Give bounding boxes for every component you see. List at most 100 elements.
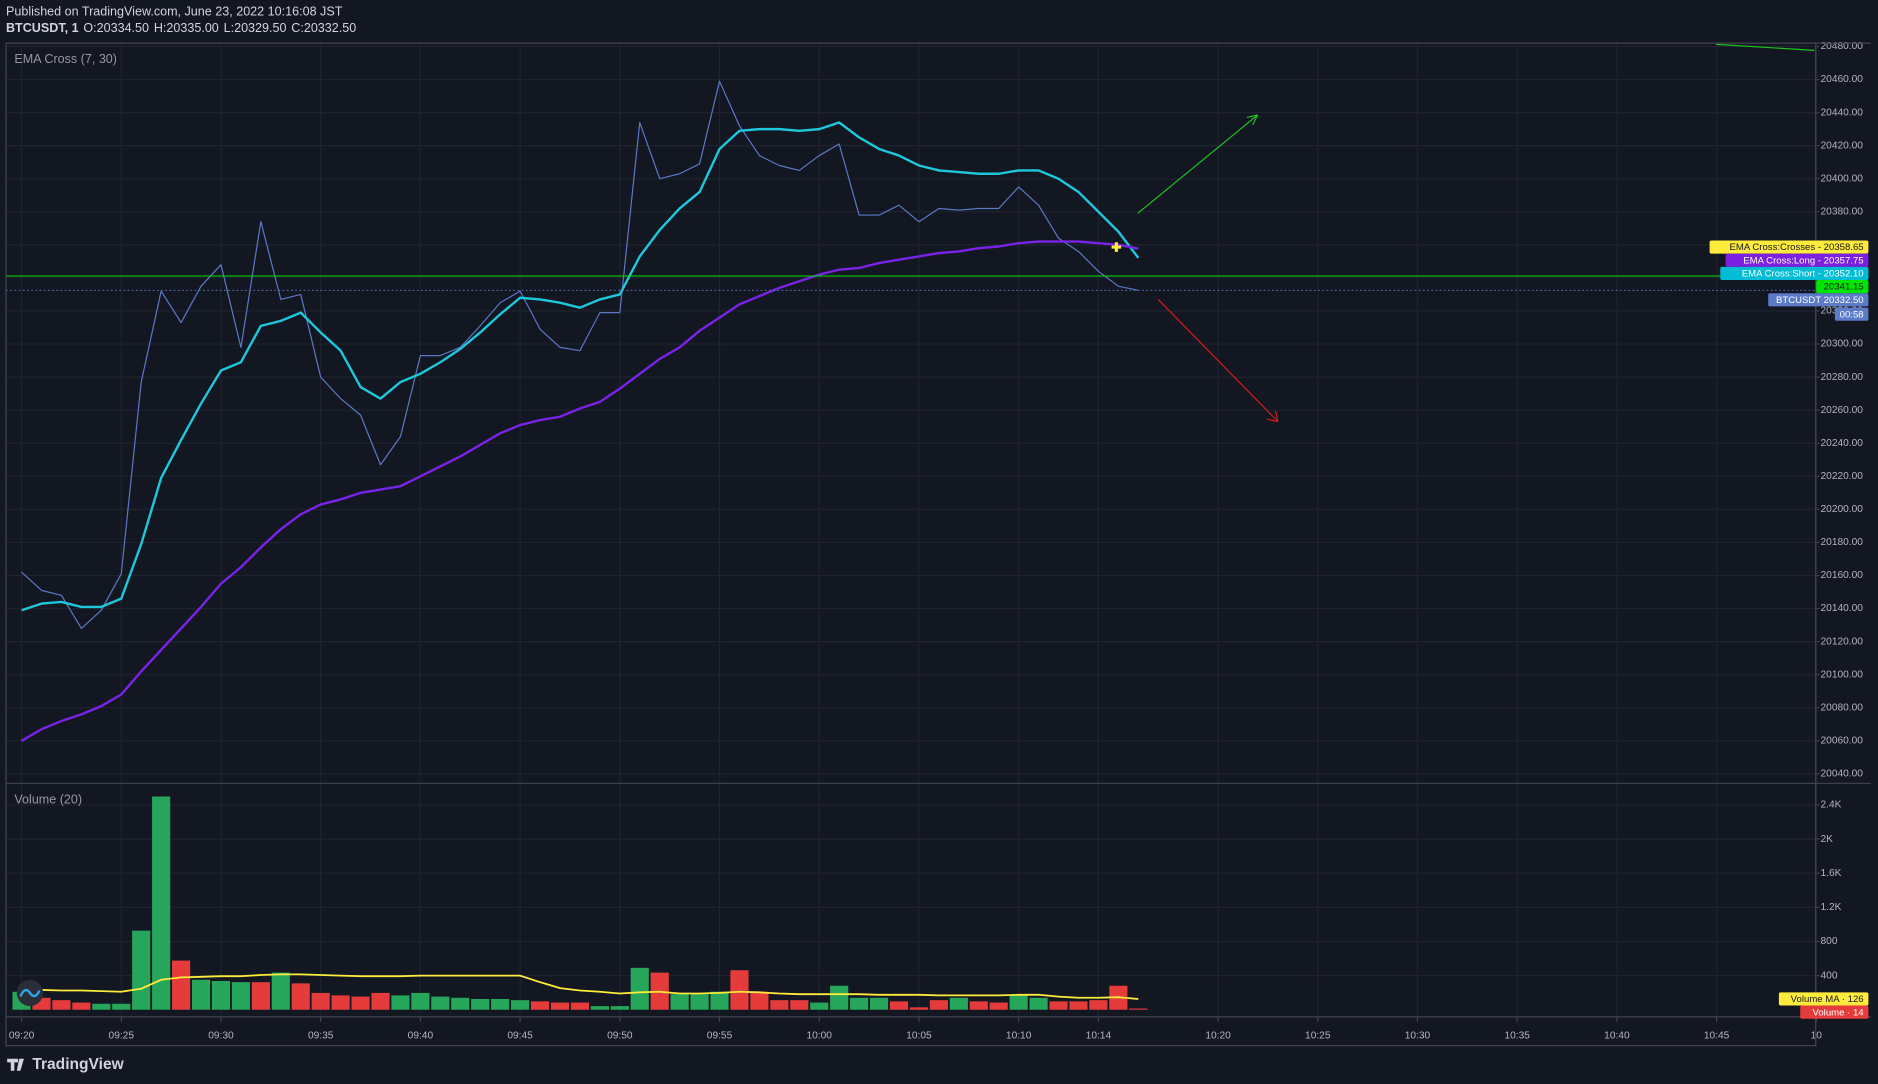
price-tag-label: Volume MA · 126 (1791, 994, 1864, 1005)
price-tag-label: EMA Cross:Long - 20357.75 (1743, 255, 1863, 266)
x-tick-label: 09:40 (408, 1031, 434, 1042)
price-tag (1816, 280, 1869, 294)
volume-bar (989, 1002, 1008, 1010)
volume-bar (391, 995, 410, 1010)
volume-ma (21, 973, 1139, 1000)
ohlc-value: 20334.50 (97, 21, 149, 35)
symbol-line: BTCUSDT, 1 O:20334.50 H:20335.00 L:20329.50… (6, 21, 356, 35)
volume-bar (810, 1002, 829, 1010)
y-tick-label: 20140.00 (1821, 603, 1864, 614)
volume-bar (1029, 997, 1048, 1010)
x-tick-label: 10:05 (906, 1031, 932, 1042)
volume-bar (32, 997, 51, 1010)
x-tick-label: 10:14 (1086, 1031, 1112, 1042)
x-tick-label: 10:10 (1006, 1031, 1032, 1042)
y-tick-label: 20100.00 (1821, 669, 1864, 680)
x-tick-label: 10:00 (806, 1031, 832, 1042)
price-tag-label: EMA Cross:Crosses - 20358.65 (1729, 242, 1863, 253)
volume-bar (331, 995, 350, 1010)
price-tag (1800, 1005, 1869, 1019)
price-line-series (20, 240, 1139, 742)
price-tag-label: EMA Cross:Short - 20352.10 (1742, 269, 1864, 280)
ohlc-value: 20332.50 (304, 21, 356, 35)
y-tick-label: 20160.00 (1821, 570, 1864, 581)
volume-bar (411, 992, 430, 1010)
y-tick-label: 1.2K (1821, 902, 1842, 913)
ohlc-key: C: (291, 21, 304, 35)
volume-bar (949, 997, 968, 1010)
volume-bar (251, 982, 270, 1010)
x-tick-label: 09:50 (607, 1031, 633, 1042)
volume-bar (610, 1006, 629, 1010)
volume-bar (969, 1001, 988, 1010)
chart-frame (5, 42, 1817, 1047)
volume-bar (311, 992, 330, 1010)
volume-bar (72, 1002, 91, 1010)
ohlc-value: 20335.00 (166, 21, 218, 35)
logo-icon (19, 988, 41, 998)
volume-bar (471, 998, 490, 1010)
y-tick-label: 20080.00 (1821, 702, 1864, 713)
price-tag (1709, 240, 1869, 254)
price-tag-label: 20341.15 (1824, 282, 1864, 293)
x-tick-label: 10:35 (1504, 1031, 1530, 1042)
y-tick-label: 20300.00 (1821, 339, 1864, 350)
ohlc-key: L: (224, 21, 234, 35)
volume-bar (132, 930, 151, 1010)
y-tick-label: 20120.00 (1821, 636, 1864, 647)
volume-bar (1129, 1008, 1148, 1010)
y-tick-label: 20460.00 (1821, 74, 1864, 85)
volume-bar (172, 960, 191, 1010)
y-tick-label: 800 (1821, 936, 1838, 947)
volume-bar (1009, 995, 1028, 1010)
volume-bar (191, 979, 211, 1010)
volume-bar (929, 1000, 948, 1010)
symbol: BTCUSDT, 1 (6, 21, 79, 35)
price-tag (1778, 992, 1869, 1006)
volume-bar (152, 796, 171, 1010)
y-tick-label: 20420.00 (1821, 140, 1864, 151)
x-tick-label: 10:30 (1405, 1031, 1431, 1042)
volume-bar (830, 985, 849, 1010)
volume-bar (550, 1002, 570, 1010)
price-tags: EMA Cross:Crosses - 20358.65 EMA Cross:Lo… (1709, 240, 1869, 1019)
y-tick-label: 20440.00 (1821, 107, 1864, 118)
volume-bar (770, 1000, 789, 1010)
volume-bar (371, 992, 390, 1010)
volume-bar (630, 967, 649, 1010)
y-tick-label: 20260.00 (1821, 405, 1864, 416)
price-line-series (21, 121, 1140, 612)
trend-arrow-down (1157, 299, 1279, 423)
volume-bar (231, 982, 250, 1010)
volume-bar (889, 1001, 909, 1010)
volume-bar (211, 980, 231, 1010)
volume-bar (112, 1003, 131, 1010)
volume-bar (271, 972, 290, 1010)
price-line-series (21, 80, 1139, 629)
y-tick-label: 2.4K (1821, 800, 1842, 811)
volume-bar (491, 998, 510, 1010)
trend-line (1716, 43, 1815, 51)
arrow-head (1267, 410, 1279, 423)
y-tick-label: 20060.00 (1821, 735, 1864, 746)
volume-bar (52, 1000, 71, 1010)
trend-arrow-up (1137, 114, 1258, 214)
y-tick-label: 20480.00 (1821, 41, 1864, 52)
ohlc-key: O: (83, 21, 96, 35)
x-tick-label: 09:35 (308, 1031, 334, 1042)
price-tag (1725, 253, 1869, 267)
ohlc-value: 20329.50 (234, 21, 286, 35)
volume-bar (1049, 1001, 1068, 1010)
y-tick-label: 1.6K (1821, 868, 1842, 879)
published-note: Published on TradingView.com, June 23, 2… (6, 4, 343, 18)
volume-bar (1089, 1000, 1108, 1010)
y-tick-label: 400 (1821, 970, 1838, 981)
volume-bar (670, 994, 689, 1010)
y-tick-label: 2K (1821, 834, 1834, 845)
volume-bar (590, 1006, 609, 1010)
x-tick-label: 10:45 (1704, 1031, 1730, 1042)
volume-bar (530, 1001, 550, 1010)
volume-bar (710, 991, 729, 1010)
x-tick-label: 10 (1811, 1031, 1823, 1042)
pane-title: Volume (20) (14, 792, 82, 806)
